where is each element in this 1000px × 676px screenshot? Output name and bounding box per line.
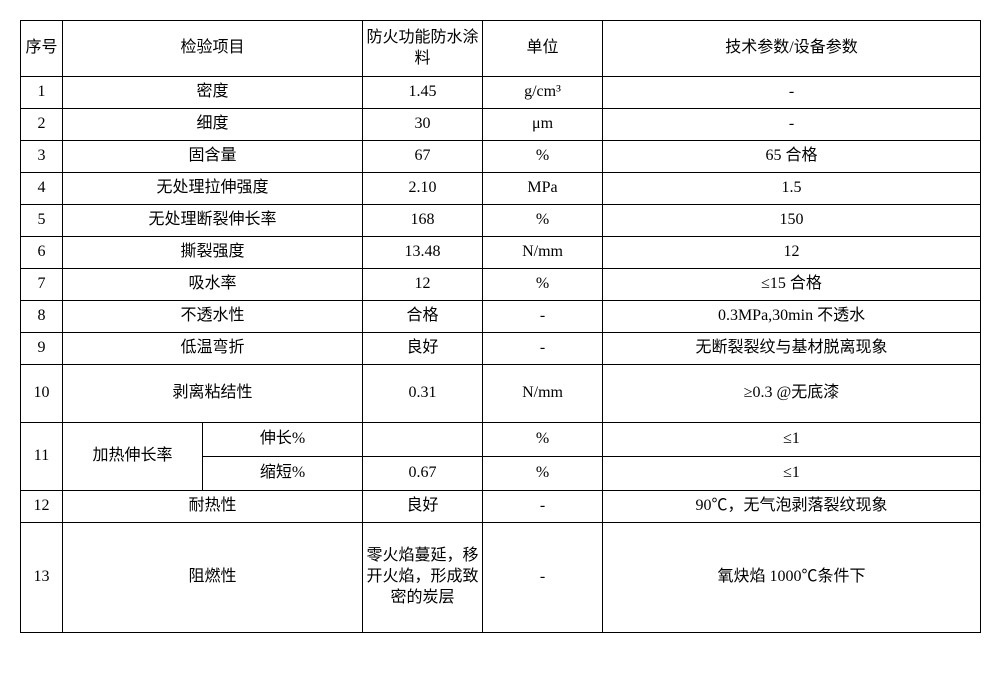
cell-value: 良好	[363, 333, 483, 365]
header-value: 防火功能防水涂料	[363, 21, 483, 77]
cell-param: ≤15 合格	[603, 269, 981, 301]
table-row: 6 撕裂强度 13.48 N/mm 12	[21, 237, 981, 269]
cell-unit: N/mm	[483, 365, 603, 423]
cell-seq: 8	[21, 301, 63, 333]
cell-param: 1.5	[603, 173, 981, 205]
cell-unit: μm	[483, 109, 603, 141]
cell-unit: -	[483, 333, 603, 365]
cell-param: 150	[603, 205, 981, 237]
cell-seq: 11	[21, 423, 63, 491]
cell-item: 撕裂强度	[63, 237, 363, 269]
cell-group: 加热伸长率	[63, 423, 203, 491]
cell-item: 固含量	[63, 141, 363, 173]
table-row: 4 无处理拉伸强度 2.10 MPa 1.5	[21, 173, 981, 205]
table-row: 7 吸水率 12 % ≤15 合格	[21, 269, 981, 301]
cell-value: 1.45	[363, 77, 483, 109]
cell-unit: -	[483, 491, 603, 523]
cell-value: 0.67	[363, 457, 483, 491]
cell-seq: 10	[21, 365, 63, 423]
cell-param: 无断裂裂纹与基材脱离现象	[603, 333, 981, 365]
cell-param: 0.3MPa,30min 不透水	[603, 301, 981, 333]
cell-value: 30	[363, 109, 483, 141]
cell-unit: %	[483, 269, 603, 301]
cell-value	[363, 423, 483, 457]
cell-seq: 5	[21, 205, 63, 237]
cell-unit: %	[483, 457, 603, 491]
cell-value: 13.48	[363, 237, 483, 269]
table-row: 3 固含量 67 % 65 合格	[21, 141, 981, 173]
cell-param: ≤1	[603, 423, 981, 457]
table-row: 9 低温弯折 良好 - 无断裂裂纹与基材脱离现象	[21, 333, 981, 365]
cell-seq: 3	[21, 141, 63, 173]
header-unit: 单位	[483, 21, 603, 77]
cell-item: 吸水率	[63, 269, 363, 301]
cell-unit: %	[483, 141, 603, 173]
cell-unit: -	[483, 301, 603, 333]
cell-unit: N/mm	[483, 237, 603, 269]
header-item: 检验项目	[63, 21, 363, 77]
cell-unit: MPa	[483, 173, 603, 205]
table-row: 10 剥离粘结性 0.31 N/mm ≥0.3 @无底漆	[21, 365, 981, 423]
table-row: 13 阻燃性 零火焰蔓延，移开火焰，形成致密的炭层 - 氧炔焰 1000℃条件下	[21, 523, 981, 633]
table-row-11a: 11 加热伸长率 伸长% % ≤1	[21, 423, 981, 457]
cell-seq: 13	[21, 523, 63, 633]
cell-seq: 2	[21, 109, 63, 141]
cell-param: -	[603, 77, 981, 109]
table-row: 5 无处理断裂伸长率 168 % 150	[21, 205, 981, 237]
cell-param: 65 合格	[603, 141, 981, 173]
cell-item: 低温弯折	[63, 333, 363, 365]
cell-param: 氧炔焰 1000℃条件下	[603, 523, 981, 633]
cell-unit: %	[483, 205, 603, 237]
cell-item: 密度	[63, 77, 363, 109]
table-row: 8 不透水性 合格 - 0.3MPa,30min 不透水	[21, 301, 981, 333]
header-param: 技术参数/设备参数	[603, 21, 981, 77]
header-seq: 序号	[21, 21, 63, 77]
cell-seq: 1	[21, 77, 63, 109]
cell-param: ≥0.3 @无底漆	[603, 365, 981, 423]
cell-item: 无处理断裂伸长率	[63, 205, 363, 237]
cell-sub-label: 伸长%	[203, 423, 363, 457]
cell-seq: 7	[21, 269, 63, 301]
cell-value: 168	[363, 205, 483, 237]
cell-unit: %	[483, 423, 603, 457]
cell-param: 90℃，无气泡剥落裂纹现象	[603, 491, 981, 523]
cell-seq: 6	[21, 237, 63, 269]
cell-value: 0.31	[363, 365, 483, 423]
cell-value: 零火焰蔓延，移开火焰，形成致密的炭层	[363, 523, 483, 633]
cell-value: 2.10	[363, 173, 483, 205]
cell-item: 不透水性	[63, 301, 363, 333]
cell-item: 耐热性	[63, 491, 363, 523]
cell-value: 良好	[363, 491, 483, 523]
table-row: 12 耐热性 良好 - 90℃，无气泡剥落裂纹现象	[21, 491, 981, 523]
cell-unit: g/cm³	[483, 77, 603, 109]
cell-seq: 4	[21, 173, 63, 205]
cell-item: 剥离粘结性	[63, 365, 363, 423]
cell-unit: -	[483, 523, 603, 633]
cell-item: 阻燃性	[63, 523, 363, 633]
table-row: 1 密度 1.45 g/cm³ -	[21, 77, 981, 109]
cell-value: 67	[363, 141, 483, 173]
cell-value: 12	[363, 269, 483, 301]
cell-item: 细度	[63, 109, 363, 141]
cell-param: -	[603, 109, 981, 141]
spec-table: 序号 检验项目 防火功能防水涂料 单位 技术参数/设备参数 1 密度 1.45 …	[20, 20, 981, 633]
header-row: 序号 检验项目 防火功能防水涂料 单位 技术参数/设备参数	[21, 21, 981, 77]
cell-param: ≤1	[603, 457, 981, 491]
cell-seq: 9	[21, 333, 63, 365]
cell-seq: 12	[21, 491, 63, 523]
cell-param: 12	[603, 237, 981, 269]
cell-sub-label: 缩短%	[203, 457, 363, 491]
cell-item: 无处理拉伸强度	[63, 173, 363, 205]
cell-value: 合格	[363, 301, 483, 333]
table-row: 2 细度 30 μm -	[21, 109, 981, 141]
